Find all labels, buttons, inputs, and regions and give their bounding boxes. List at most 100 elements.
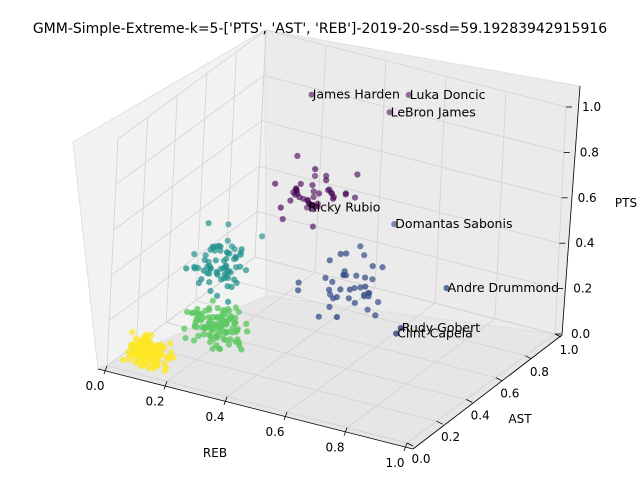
data-point <box>224 268 231 275</box>
data-point <box>323 177 330 184</box>
y-gridline <box>195 73 496 378</box>
x-tick-label: 1.0 <box>385 456 404 470</box>
y-tick-label: 0.0 <box>411 452 430 466</box>
data-point <box>218 316 225 323</box>
y-tick-mark <box>495 377 502 381</box>
data-point <box>217 323 224 330</box>
data-point <box>309 182 316 189</box>
data-point <box>353 272 360 279</box>
z-tick-label: 0.0 <box>571 327 590 341</box>
data-point <box>140 359 147 366</box>
data-point <box>206 270 213 277</box>
data-point <box>168 349 175 356</box>
data-point <box>342 190 349 197</box>
data-point <box>206 279 213 286</box>
y-tick-mark <box>554 333 562 338</box>
data-point <box>346 286 353 293</box>
data-point <box>150 365 158 372</box>
data-point <box>191 251 198 258</box>
annotations: James Harden LeBron James Luka Doncic Ricky… <box>308 87 559 341</box>
player-annotation: Domantas Sabonis <box>395 216 512 231</box>
data-point <box>306 200 313 207</box>
data-point <box>372 312 379 319</box>
data-point <box>354 171 361 178</box>
data-point <box>328 190 335 197</box>
data-point <box>386 109 393 116</box>
data-point <box>366 290 373 297</box>
data-point <box>312 166 319 173</box>
data-point <box>154 350 161 357</box>
data-point <box>222 336 229 343</box>
y-tick-label: 1.0 <box>559 343 578 357</box>
data-point <box>195 316 202 323</box>
data-point <box>310 188 317 195</box>
x-tick-label: 0.0 <box>85 379 104 393</box>
data-point <box>222 262 230 269</box>
y-tick-label: 0.4 <box>471 408 490 422</box>
data-point <box>207 339 214 346</box>
player-annotation: Ricky Rubio <box>308 200 380 215</box>
data-point <box>243 320 250 327</box>
data-point <box>190 337 198 344</box>
data-point <box>188 310 195 317</box>
panes <box>72 29 581 450</box>
x-tick-mark <box>163 381 168 390</box>
data-point <box>225 298 232 305</box>
data-point <box>207 246 214 253</box>
data-point <box>138 344 145 352</box>
data-point <box>244 328 251 335</box>
data-point <box>201 325 208 332</box>
data-point <box>232 304 239 311</box>
data-point <box>326 286 333 293</box>
data-point <box>214 305 221 312</box>
data-point <box>145 364 152 372</box>
data-point <box>205 220 212 227</box>
data-point <box>295 279 302 286</box>
data-point <box>308 91 315 98</box>
data-point <box>235 309 242 316</box>
data-point <box>209 297 216 304</box>
data-point <box>207 265 214 272</box>
data-point <box>216 346 223 353</box>
data-point <box>198 276 205 283</box>
data-point <box>393 330 400 337</box>
data-point <box>196 311 203 318</box>
data-point <box>200 267 207 274</box>
data-point <box>391 221 398 228</box>
data-point <box>297 180 304 187</box>
data-point <box>227 336 234 343</box>
data-point <box>259 233 266 240</box>
x-axis-label: REB <box>203 446 227 460</box>
data-point <box>310 194 317 201</box>
data-point <box>333 294 340 301</box>
data-point <box>237 251 244 258</box>
data-point <box>138 350 145 357</box>
data-point <box>309 206 317 213</box>
data-point <box>119 356 127 363</box>
x-tick-mark <box>103 365 108 375</box>
data-point <box>200 331 207 338</box>
data-point <box>236 342 243 349</box>
data-point <box>279 216 286 223</box>
data-point <box>141 333 149 340</box>
data-point <box>375 299 382 306</box>
data-point <box>220 257 227 264</box>
data-point <box>213 270 220 277</box>
data-point <box>206 306 213 313</box>
data-point <box>337 250 344 258</box>
data-point <box>233 279 240 286</box>
x-tick-mark <box>343 427 348 436</box>
data-point <box>323 172 330 179</box>
data-point <box>234 327 241 334</box>
z-axis-line <box>561 85 581 336</box>
axis-lines <box>97 85 581 450</box>
gridlines <box>106 29 567 444</box>
data-point <box>231 256 238 263</box>
y-tick-mark <box>466 399 473 403</box>
data-point <box>337 286 344 293</box>
data-point <box>146 347 153 354</box>
data-point <box>287 197 294 204</box>
data-point <box>311 172 319 180</box>
z-gridline <box>117 29 567 140</box>
data-point <box>217 265 224 272</box>
